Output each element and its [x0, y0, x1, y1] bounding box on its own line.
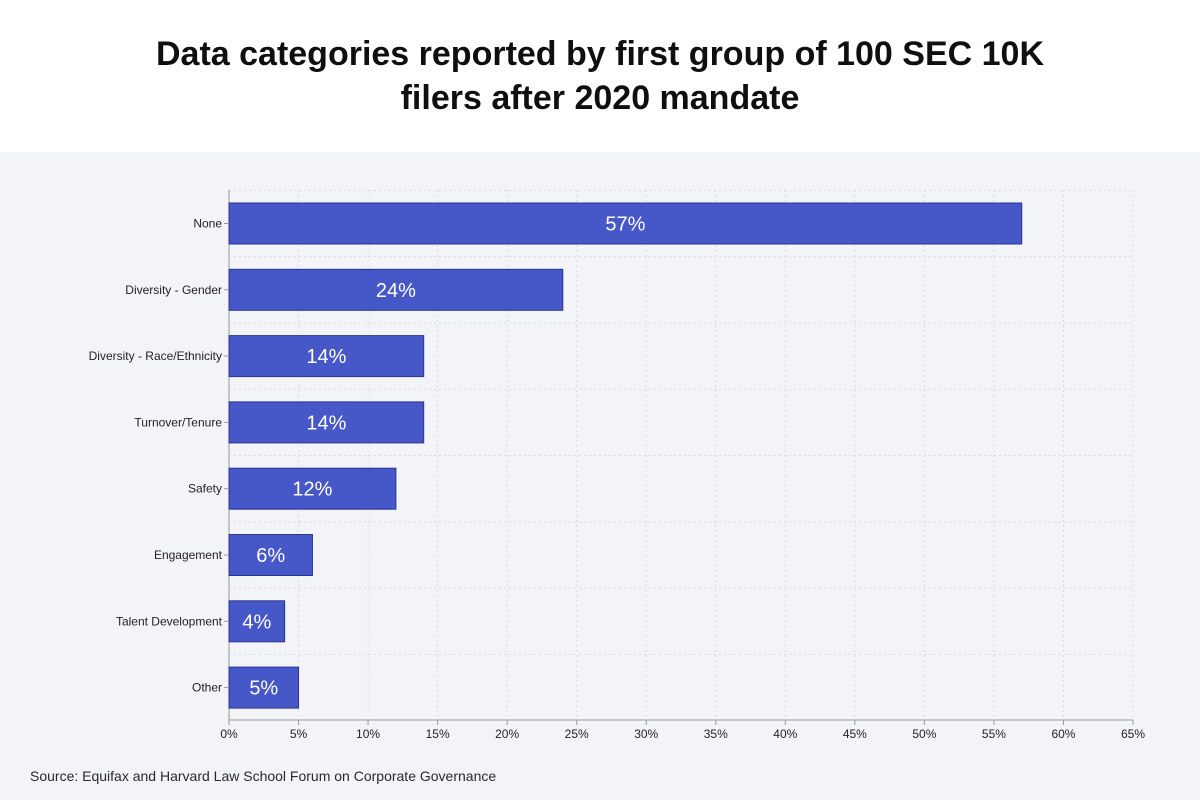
- x-tick-label: 0%: [220, 727, 238, 741]
- category-label: Safety: [188, 482, 222, 496]
- category-label: Engagement: [154, 548, 223, 562]
- x-tick-label: 15%: [426, 727, 450, 741]
- x-tick-label: 30%: [634, 727, 658, 741]
- x-tick-label: 55%: [982, 727, 1006, 741]
- bar-5: [228, 534, 313, 576]
- bar-7: [228, 666, 300, 709]
- category-label: None: [193, 217, 222, 231]
- category-label: Diversity - Race/Ethnicity: [89, 349, 222, 363]
- x-tick-label: 40%: [773, 727, 797, 741]
- x-tick-label: 35%: [704, 727, 728, 741]
- bar-value-label: 24%: [376, 280, 416, 302]
- x-tick-label: 60%: [1051, 727, 1075, 741]
- chart-title: Data categories reported by first group …: [155, 35, 1045, 117]
- chart-panel: [0, 152, 1200, 800]
- x-tick-label: 65%: [1121, 727, 1145, 741]
- bar-value-label: 4%: [242, 611, 271, 633]
- source-note: Source: Equifax and Harvard Law School F…: [30, 768, 497, 784]
- x-tick-label: 45%: [843, 727, 867, 741]
- category-label: Turnover/Tenure: [134, 415, 222, 429]
- bar-4: [228, 467, 397, 510]
- x-tick-label: 20%: [495, 727, 519, 741]
- bar-value-label: 5%: [249, 678, 278, 700]
- bar-value-label: 6%: [256, 545, 285, 567]
- bar-2: [228, 335, 425, 378]
- title-area: Data categories reported by first group …: [0, 0, 1200, 152]
- bar-value-label: 12%: [292, 479, 332, 501]
- bar-6: [228, 600, 286, 643]
- bar-3: [228, 401, 425, 444]
- x-tick-label: 5%: [290, 727, 308, 741]
- x-tick-label: 10%: [356, 727, 380, 741]
- bar-value-label: 14%: [306, 412, 346, 434]
- x-tick-label: 25%: [565, 727, 589, 741]
- category-label: Diversity - Gender: [125, 283, 222, 297]
- bar-0: [228, 202, 1023, 245]
- category-label: Other: [192, 681, 222, 695]
- bar-value-label: 14%: [306, 346, 346, 368]
- x-tick-label: 50%: [912, 727, 936, 741]
- bar-value-label: 57%: [605, 214, 645, 236]
- category-label: Talent Development: [116, 614, 223, 628]
